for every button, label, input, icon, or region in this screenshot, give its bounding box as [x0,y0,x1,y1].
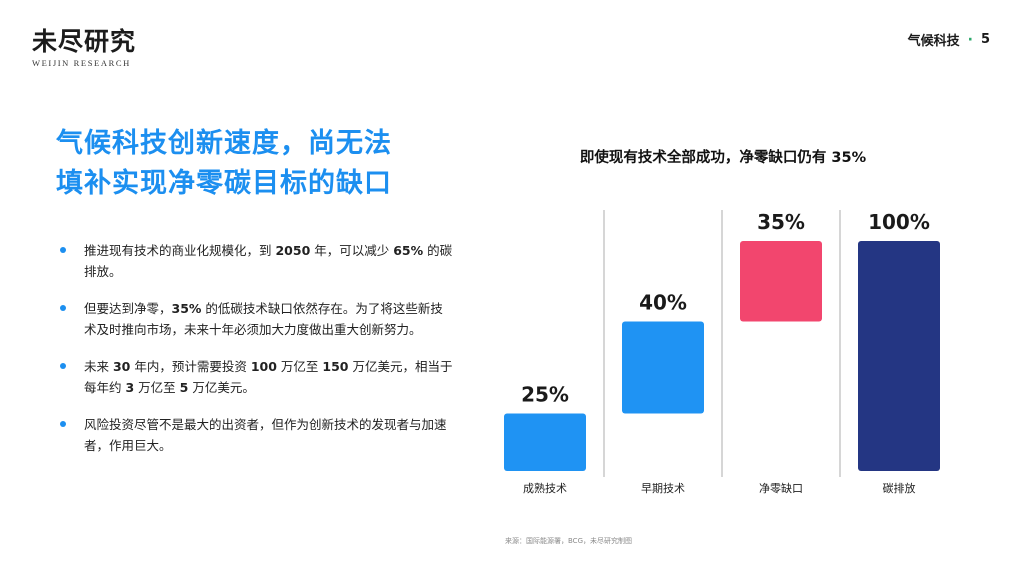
bullet-emphasis: 30 [112,359,131,374]
bullet-emphasis: 100 [250,359,277,374]
bullet-text: 但要达到净零， [84,301,172,316]
page-number: 5 [980,32,990,47]
bullet-text: 万亿美元。 [188,380,255,395]
source-note: 来源：国际能源署，BCG，未尽研究制图 [505,537,632,545]
bullet-text: 万亿至 [276,359,323,374]
category-label: 早期技术 [641,482,685,495]
page-title: 气候科技创新速度，尚无法 填补实现净零碳目标的缺口 [56,124,476,204]
brand-logo: 未尽研究 WEIJIN RESEARCH [32,27,142,69]
bar-3 [740,241,822,322]
page-title-line-1: 气候科技创新速度，尚无法 [56,128,392,159]
bullet-item: 风险投资尽管不是最大的出资者，但作为创新技术的发现者与加速者，作用巨大。 [60,414,455,456]
data-label: 35% [757,210,805,234]
bullet-list: 推进现有技术的商业化规模化，到 2050 年，可以减少 65% 的碳排放。 但要达… [60,240,455,472]
category-label: 成熟技术 [523,481,567,495]
bullet-emphasis: 150 [322,359,349,374]
bullet-text: 年，可以减少 [310,243,394,258]
data-label: 100% [868,210,930,234]
bullet-text: 的低碳技术缺口依然存在。为了将这些新技术及时推向市场，未来十年必须加大力度做出重… [84,301,443,337]
chart-title: 即使现有技术全部成功，净零缺口仍有 35% [579,150,867,166]
waterfall-chart: 25% 成熟技术 40% 早期技术 35% 净零缺口 100% 碳排放 [504,210,940,495]
bullet-item: 但要达到净零，35% 的低碳技术缺口依然存在。为了将这些新技术及时推向市场，未来… [60,298,455,340]
bullet-text: 未来 [84,359,113,374]
page-title-line-2: 填补实现净零碳目标的缺口 [56,168,392,199]
bullet-item: 未来 30 年内，预计需要投资 100 万亿至 150 万亿美元，相当于每年约 … [60,356,455,398]
bar-2 [622,321,704,414]
bullet-emphasis: 2050 [275,243,311,258]
bar-4 [858,241,940,471]
bar-1 [504,413,586,471]
data-label: 25% [521,383,569,407]
bullet-emphasis: 3 [125,380,135,395]
brand-name-cn: 未尽研究 [32,27,137,56]
category-label: 净零缺口 [759,481,803,495]
separator-dot: · [967,31,973,48]
section-label: 气候科技 [907,34,960,49]
bullet-text: 万亿美元，相当于每年约 [84,359,453,395]
bullet-emphasis: 65% [393,243,424,258]
brand-name-en: WEIJIN RESEARCH [32,58,131,68]
bullet-item: 推进现有技术的商业化规模化，到 2050 年，可以减少 65% 的碳排放。 [60,240,455,282]
category-label: 碳排放 [883,481,916,495]
data-label: 40% [639,291,687,315]
bullet-text: 年内，预计需要投资 [130,359,251,374]
bullet-text: 万亿至 [134,380,180,395]
bullet-text: 推进现有技术的商业化规模化，到 [84,243,276,258]
page-header: 气候科技 · 5 [907,30,990,50]
bullet-text: 风险投资尽管不是最大的出资者，但作为创新技术的发现者与加速者，作用巨大。 [84,417,447,453]
bullet-emphasis: 35% [171,301,202,316]
bullet-emphasis: 5 [179,380,189,395]
bullet-text: 的碳排放。 [84,243,453,279]
